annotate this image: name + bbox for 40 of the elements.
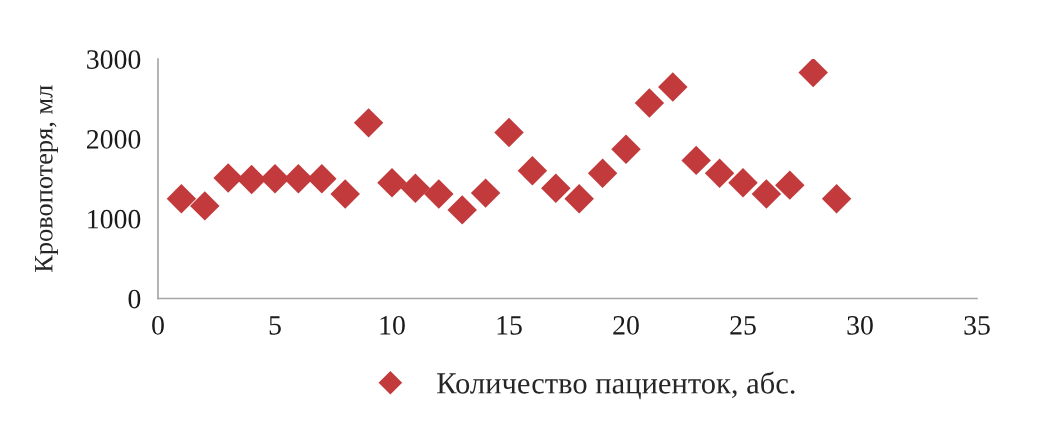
- point: [494, 117, 524, 148]
- point: [424, 179, 454, 209]
- point: [587, 158, 618, 188]
- x-tick-label: 20: [613, 315, 639, 335]
- point: [166, 183, 197, 214]
- point: [353, 108, 384, 138]
- point: [658, 72, 688, 102]
- point: [190, 191, 220, 221]
- x-tick-label: 5: [269, 316, 281, 335]
- point: [704, 158, 735, 188]
- x-tick-label: 15: [497, 316, 522, 335]
- point: [377, 168, 407, 198]
- point: [634, 88, 665, 118]
- point: [541, 173, 571, 204]
- point: [775, 170, 805, 200]
- y-tick-label: 0: [128, 289, 141, 309]
- point: [470, 178, 501, 208]
- point: [307, 164, 337, 194]
- point: [517, 156, 548, 186]
- point: [681, 145, 711, 176]
- x-tick-label: 30: [847, 315, 873, 335]
- y-tick-label: 3000: [87, 50, 141, 69]
- point: [751, 179, 782, 209]
- x-tick-label: 0: [152, 315, 164, 335]
- point: [728, 168, 758, 198]
- point: [447, 195, 477, 225]
- y-tick-label: 2000: [87, 130, 141, 149]
- point: [330, 179, 360, 209]
- point: [798, 59, 828, 88]
- y-tick-label: 1000: [88, 209, 141, 229]
- y-axis-title: Кровопотеря, мл: [35, 85, 58, 273]
- point: [400, 173, 431, 204]
- x-tick-label: 25: [730, 316, 756, 335]
- point: [821, 183, 852, 214]
- point: [611, 134, 641, 164]
- x-tick-label: 35: [964, 316, 990, 335]
- point: [564, 183, 594, 214]
- point: [213, 163, 243, 193]
- legend-label: Количество пациенток, абс.: [437, 371, 795, 400]
- x-tick-label: 10: [380, 315, 405, 335]
